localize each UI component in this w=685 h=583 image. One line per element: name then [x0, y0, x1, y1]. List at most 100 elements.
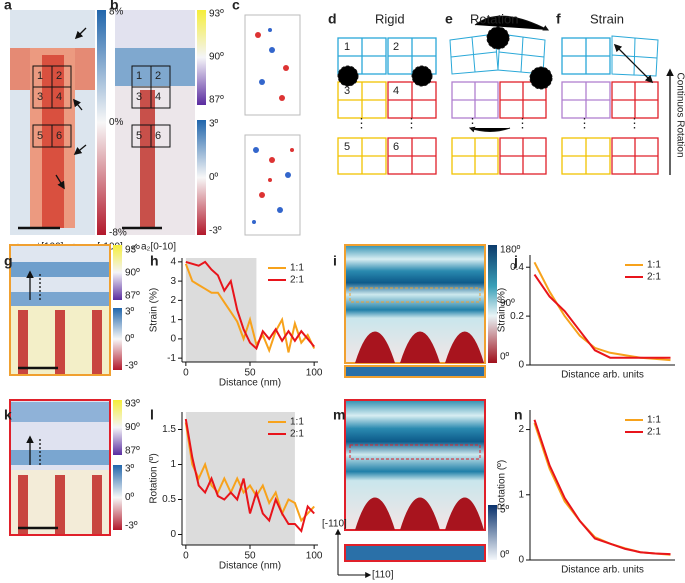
legend-label: 1:1	[290, 263, 304, 274]
grid-number: 1	[37, 70, 43, 82]
y-tick-label: -1	[167, 353, 176, 364]
panel-label: i	[333, 253, 337, 269]
colorbar-label: 87º	[125, 291, 140, 302]
y-tick-label: 2	[170, 295, 176, 306]
grid-number: 5	[37, 130, 43, 142]
map-i	[344, 244, 486, 378]
data-line	[533, 274, 671, 359]
panel-label: b	[110, 0, 119, 13]
panel-label: a	[4, 0, 12, 13]
colorbar	[97, 10, 106, 235]
colorbar	[488, 505, 497, 560]
grid-number: 5	[344, 141, 350, 153]
colorbar-label: 90º	[500, 298, 515, 309]
colorbar-label: 180º	[500, 245, 521, 256]
colorbar-label: -3º	[125, 361, 138, 372]
colorbar-label: 0º	[125, 492, 135, 503]
svg-text:⋮: ⋮	[578, 115, 591, 130]
x-tick-label: 100	[306, 551, 323, 562]
panel-label: n	[514, 407, 523, 423]
y-axis-label: Rotation (º)	[497, 460, 508, 510]
axis-label: ↙	[130, 242, 138, 253]
colorbar-label: -3º	[125, 521, 138, 532]
colorbar-label: -8%	[109, 228, 127, 239]
diagram-title: Rotation	[470, 11, 518, 26]
grid-number: 3	[37, 91, 43, 103]
y-tick-label: 0	[518, 555, 524, 566]
legend-label: 1:1	[647, 260, 661, 271]
panel-label: e	[445, 11, 453, 27]
shaded-region	[185, 258, 257, 362]
map-m	[344, 399, 486, 562]
diagram-title: Strain	[590, 11, 624, 26]
data-line	[533, 419, 671, 556]
colorbar	[113, 245, 122, 300]
map-g	[9, 244, 111, 376]
colorbar-label: 90º	[125, 422, 140, 433]
colorbar-label: 90º	[125, 268, 140, 279]
svg-text:⋮: ⋮	[628, 115, 641, 130]
x-axis-label: Distance (nm)	[219, 378, 281, 389]
x-axis-label: Distance (nm)	[219, 561, 281, 572]
vertical-label: Continuos Rotation	[674, 72, 685, 157]
svg-text:⋮: ⋮	[405, 115, 418, 130]
y-tick-label: 1.5	[162, 424, 176, 435]
y-tick-label: 1	[170, 314, 176, 325]
diagram-title: Rigid	[375, 11, 405, 26]
colorbar-label: 5º	[500, 505, 510, 516]
colorbar-label: 0º	[500, 550, 510, 561]
colorbar-label: 8%	[109, 7, 124, 18]
colorbar-label: 0%	[109, 117, 124, 128]
y-tick-label: 0	[170, 529, 176, 540]
y-tick-label: 2	[518, 424, 524, 435]
panel-label: l	[150, 407, 154, 423]
grid-number: 1	[344, 41, 350, 53]
colorbar	[488, 245, 497, 363]
panel-label: f	[556, 11, 561, 27]
y-tick-label: 0.2	[510, 311, 524, 322]
grid-number: 5	[136, 130, 142, 142]
legend-label: 2:1	[290, 275, 304, 286]
colorbar	[197, 10, 206, 105]
svg-text:⋮: ⋮	[355, 115, 368, 130]
panel-label: d	[328, 11, 337, 27]
grid-number: 2	[393, 41, 399, 53]
x-tick-label: 0	[183, 551, 189, 562]
colorbar-label: 3º	[209, 119, 219, 130]
colorbar-label: -3º	[209, 226, 222, 237]
x-axis-label: Distance arb. units	[561, 565, 644, 576]
data-line	[184, 263, 316, 354]
panel-label: j	[513, 253, 518, 269]
diffraction-c	[244, 14, 301, 236]
colorbar-label: 3º	[125, 464, 135, 475]
colorbar-label: 0º	[500, 352, 510, 363]
y-axis-label: Strain (%)	[497, 288, 508, 332]
colorbar-label: 0º	[125, 334, 135, 345]
colorbar	[113, 400, 122, 455]
data-line	[185, 260, 315, 351]
colorbar-label: 90º	[209, 52, 224, 63]
colorbar-label: 3º	[125, 307, 135, 318]
strain-diagram: ⋮ ⋮	[561, 35, 674, 175]
x-tick-label: 50	[244, 551, 256, 562]
legend-label: 1:1	[647, 415, 661, 426]
y-axis-label: Rotation (º)	[149, 453, 160, 503]
colorbar	[113, 308, 122, 370]
x-tick-label: 0	[183, 368, 189, 379]
panel-label: c	[232, 0, 240, 13]
rotation-map-b	[115, 10, 195, 235]
grid-number: 6	[155, 130, 161, 142]
direction-label: [110]	[372, 570, 394, 581]
y-axis-label: Strain (%)	[149, 288, 160, 332]
colorbar-label: 93º	[209, 9, 224, 20]
data-line	[533, 422, 671, 556]
grid-number: 3	[136, 91, 142, 103]
colorbar-label: 87º	[125, 446, 140, 457]
x-tick-label: 100	[306, 368, 323, 379]
panel-label: h	[150, 253, 159, 269]
direction-axes	[335, 528, 372, 578]
rotation-diagram: ⋮ ⋮	[449, 15, 553, 175]
colorbar-label: 0º	[209, 172, 219, 183]
direction-label: [-110]	[322, 519, 347, 530]
